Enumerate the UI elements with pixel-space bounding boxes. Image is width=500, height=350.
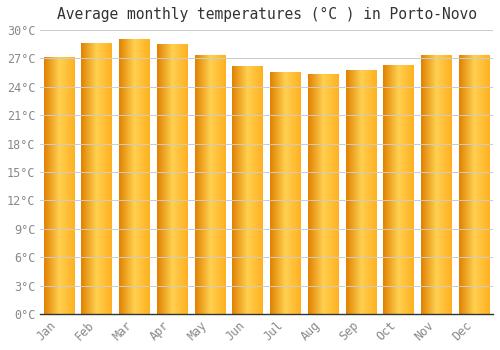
Title: Average monthly temperatures (°C ) in Porto-Novo: Average monthly temperatures (°C ) in Po… [56, 7, 476, 22]
